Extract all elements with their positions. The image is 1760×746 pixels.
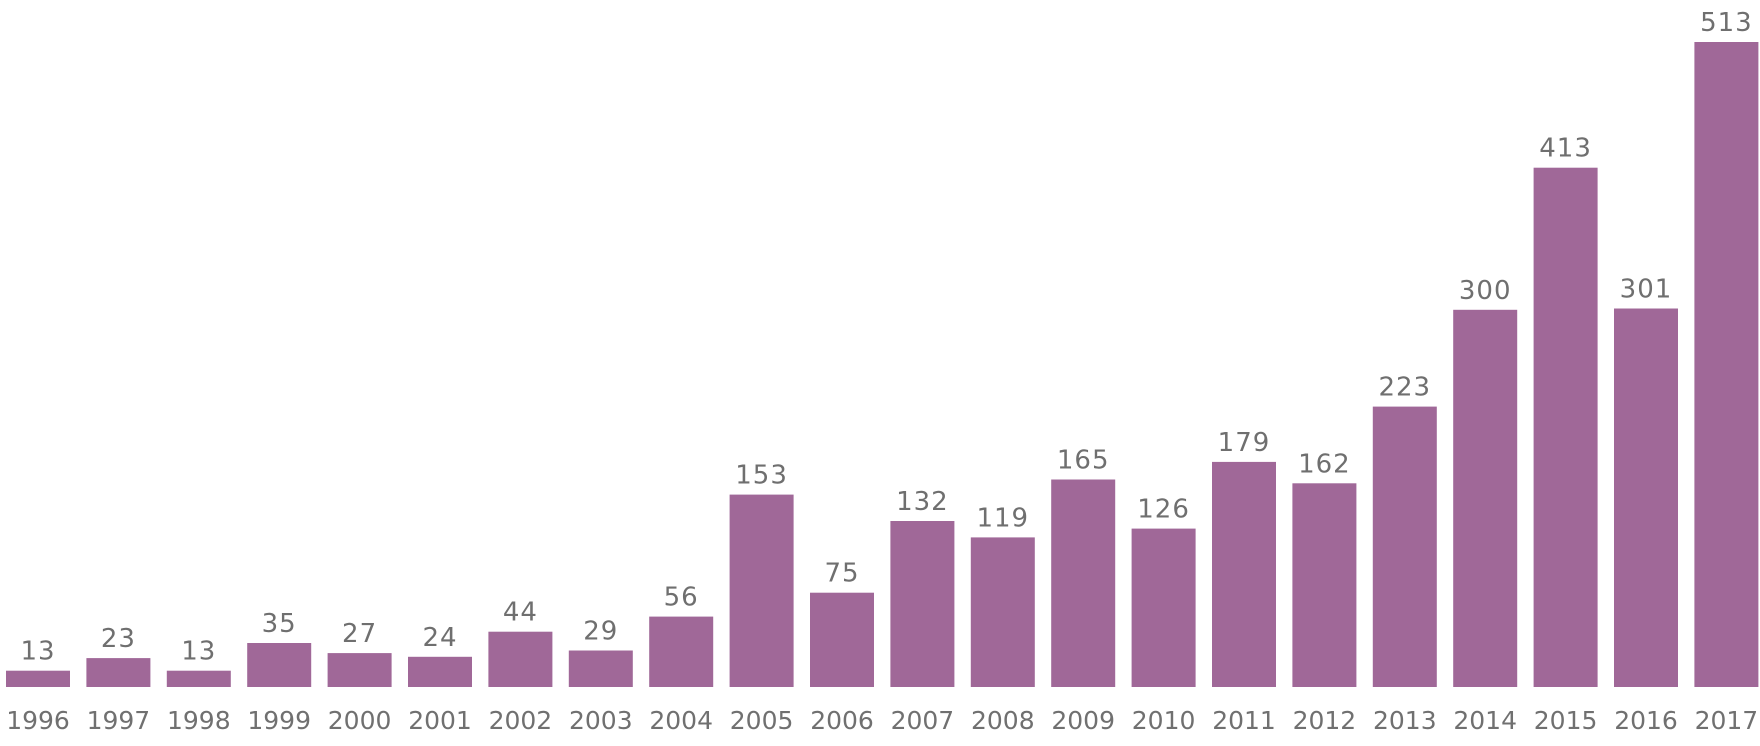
bar-2002 [488, 631, 553, 687]
bar-2006 [810, 592, 874, 687]
value-label-2013: 223 [1378, 373, 1431, 403]
x-tick-label-2005: 2005 [730, 706, 794, 735]
x-tick-label-2008: 2008 [971, 706, 1035, 735]
x-tick-label-2016: 2016 [1614, 706, 1678, 735]
bar-2005 [729, 494, 794, 687]
value-label-2002: 44 [503, 598, 538, 628]
value-label-2003: 29 [583, 617, 618, 647]
bar-2009 [1051, 479, 1116, 687]
value-labels-layer: 13 23 13 35 27 24 44 29 56 153 75 132 119 165 126 179 16… [20, 8, 1753, 667]
bar-2016 [1614, 308, 1678, 687]
x-tick-label-1999: 1999 [247, 706, 311, 735]
x-tick-label-2011: 2011 [1212, 706, 1276, 735]
bar-2011 [1212, 461, 1276, 687]
bar-2017 [1694, 42, 1759, 687]
bar-2010 [1131, 528, 1196, 687]
value-label-2016: 301 [1620, 275, 1673, 305]
value-label-2008: 119 [976, 503, 1029, 533]
bar-2008 [970, 537, 1035, 687]
value-label-2001: 24 [422, 623, 457, 653]
bar-2013 [1372, 406, 1437, 687]
bars-layer [6, 42, 1759, 687]
x-tick-label-2004: 2004 [649, 706, 713, 735]
value-label-2015: 413 [1539, 134, 1592, 164]
value-label-2014: 300 [1459, 276, 1512, 306]
value-label-1999: 35 [262, 609, 297, 639]
bar-1996 [6, 670, 70, 687]
bar-1998 [166, 670, 231, 687]
value-label-1997: 23 [101, 624, 136, 654]
x-tick-label-2003: 2003 [569, 706, 633, 735]
bar-2001 [408, 656, 472, 687]
value-label-2010: 126 [1137, 495, 1190, 525]
value-label-2009: 165 [1057, 446, 1110, 476]
value-label-2012: 162 [1298, 449, 1351, 479]
x-tick-label-2009: 2009 [1051, 706, 1115, 735]
x-tick-label-1997: 1997 [87, 706, 151, 735]
x-tick-label-2000: 2000 [328, 706, 392, 735]
value-label-2005: 153 [735, 461, 788, 491]
bar-2015 [1533, 167, 1598, 687]
x-axis-tick-labels: 1996 1997 1998 1999 2000 2001 2002 2003 2004 2005… [6, 706, 1758, 735]
bar-1997 [86, 658, 151, 687]
value-label-2011: 179 [1218, 428, 1271, 458]
value-label-2007: 132 [896, 487, 949, 517]
value-label-1996: 13 [20, 637, 55, 667]
x-tick-label-2001: 2001 [408, 706, 472, 735]
x-tick-label-2013: 2013 [1373, 706, 1437, 735]
value-label-2017: 513 [1700, 8, 1753, 38]
x-tick-label-2015: 2015 [1534, 706, 1598, 735]
x-tick-label-2006: 2006 [810, 706, 874, 735]
bar-2003 [568, 650, 633, 687]
bar-2014 [1453, 309, 1518, 687]
x-tick-label-2002: 2002 [489, 706, 553, 735]
value-label-1998: 13 [181, 637, 216, 667]
bar-2004 [649, 616, 714, 687]
x-tick-label-2007: 2007 [891, 706, 955, 735]
bar-2007 [890, 521, 955, 687]
bar-1999 [247, 643, 312, 687]
value-label-2006: 75 [824, 559, 859, 589]
value-label-2000: 27 [342, 619, 377, 649]
x-tick-label-2017: 2017 [1695, 706, 1759, 735]
x-tick-label-2010: 2010 [1132, 706, 1196, 735]
bar-2000 [327, 653, 392, 687]
value-label-2004: 56 [664, 583, 699, 613]
bar-2012 [1292, 483, 1357, 687]
x-tick-label-2014: 2014 [1453, 706, 1517, 735]
x-tick-label-1996: 1996 [6, 706, 70, 735]
x-tick-label-1998: 1998 [167, 706, 231, 735]
x-tick-label-2012: 2012 [1293, 706, 1357, 735]
